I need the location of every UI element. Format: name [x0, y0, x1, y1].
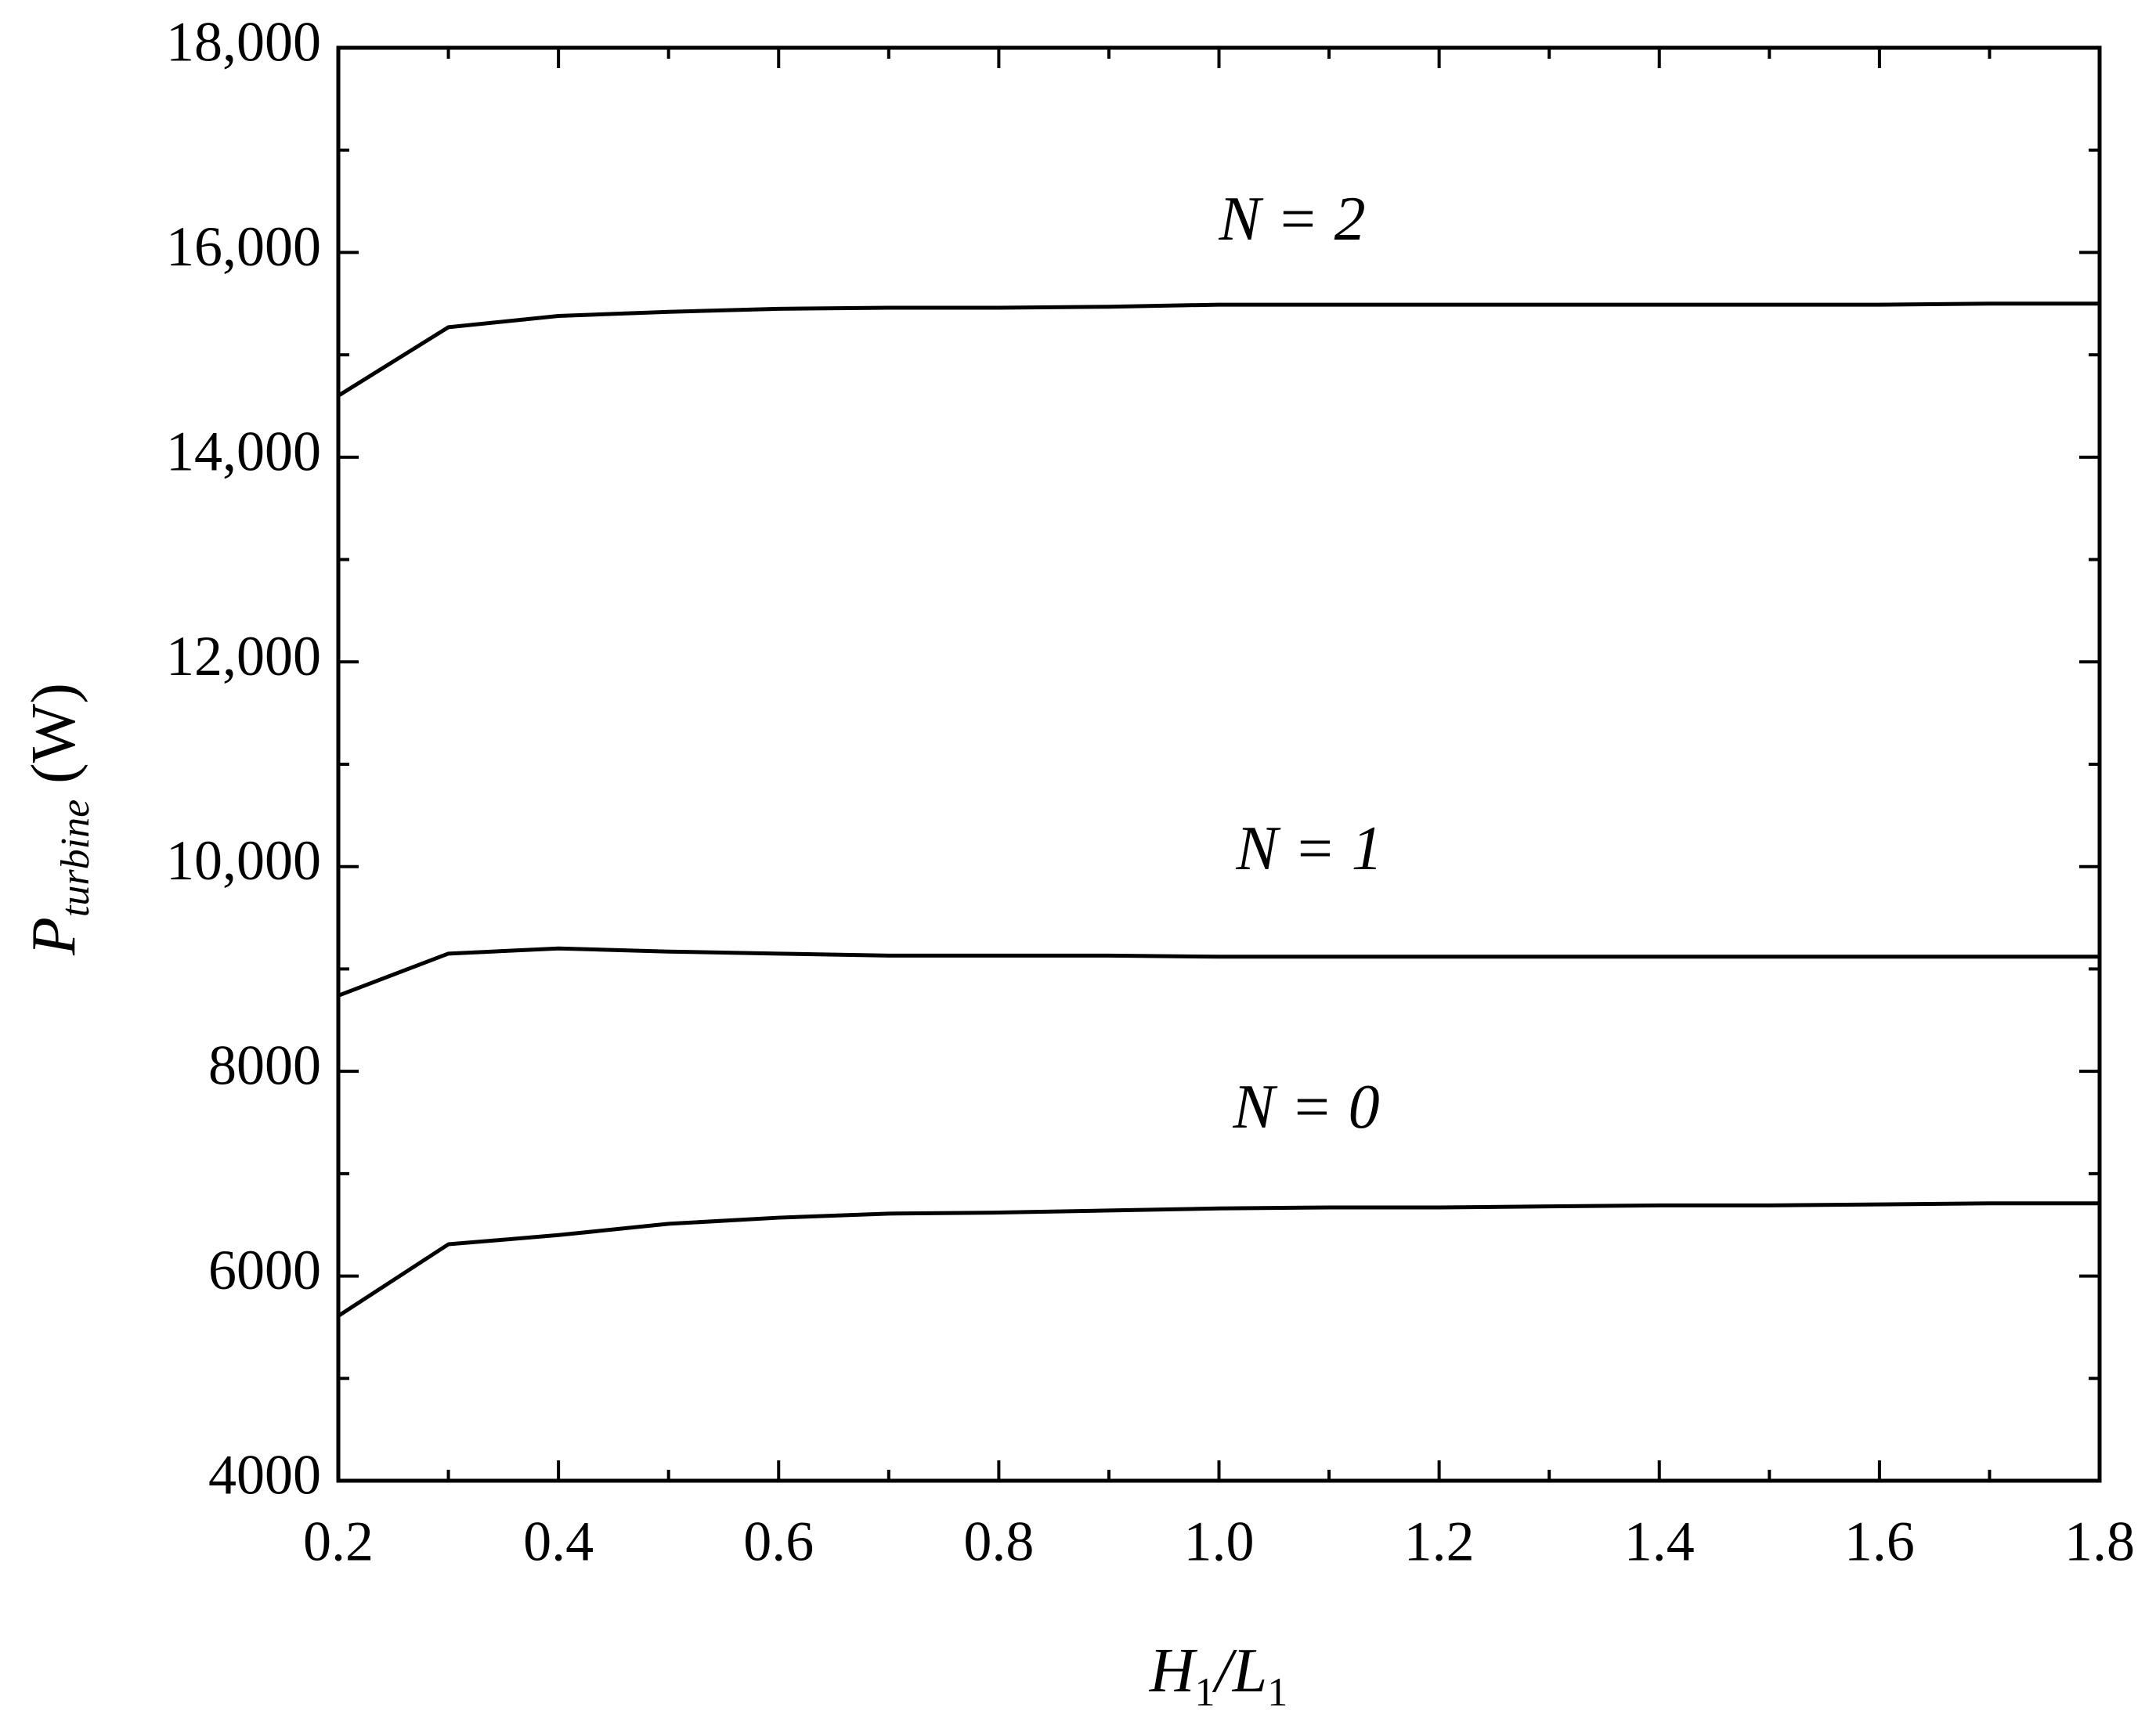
x-tick-label: 1.2	[1404, 1510, 1475, 1573]
series-label: N = 2	[1218, 185, 1365, 254]
y-title-part: turbine	[53, 799, 98, 917]
y-tick-label: 4000	[208, 1444, 321, 1507]
y-tick-label: 10,000	[166, 829, 321, 892]
series-line	[337, 301, 2100, 398]
y-tick-label: 8000	[208, 1034, 321, 1097]
x-tick-label: 0.2	[303, 1510, 374, 1573]
y-tick-label: 16,000	[166, 215, 321, 278]
x-title-part: H	[1149, 1637, 1198, 1705]
x-tick-label: 0.6	[743, 1510, 814, 1573]
series-label: N = 1	[1235, 814, 1382, 883]
series-line	[337, 1201, 2100, 1318]
y-tick-label: 12,000	[166, 625, 321, 688]
x-axis-title: H1/L1	[1149, 1637, 1288, 1715]
y-title-part: (W)	[20, 683, 88, 799]
y-title-part: P	[20, 917, 88, 956]
y-tick-label: 18,000	[166, 11, 321, 74]
y-tick-label: 6000	[208, 1239, 321, 1301]
plot-frame	[336, 45, 2102, 1483]
x-tick-label: 1.0	[1184, 1510, 1255, 1573]
x-title-part: 1	[1195, 1670, 1215, 1715]
x-tick-label: 0.4	[523, 1510, 594, 1573]
series-line	[338, 946, 2100, 998]
x-tick-label: 0.8	[963, 1510, 1034, 1573]
x-tick-label: 1.6	[1844, 1510, 1915, 1573]
x-title-part: 1	[1267, 1670, 1287, 1715]
y-axis-title: Pturbine (W)	[20, 683, 98, 956]
x-tick-label: 1.8	[2064, 1510, 2135, 1573]
series-label: N = 0	[1232, 1073, 1379, 1142]
x-title-part: /L	[1212, 1637, 1268, 1705]
y-tick-label: 14,000	[166, 420, 321, 482]
x-tick-label: 1.4	[1624, 1510, 1695, 1573]
